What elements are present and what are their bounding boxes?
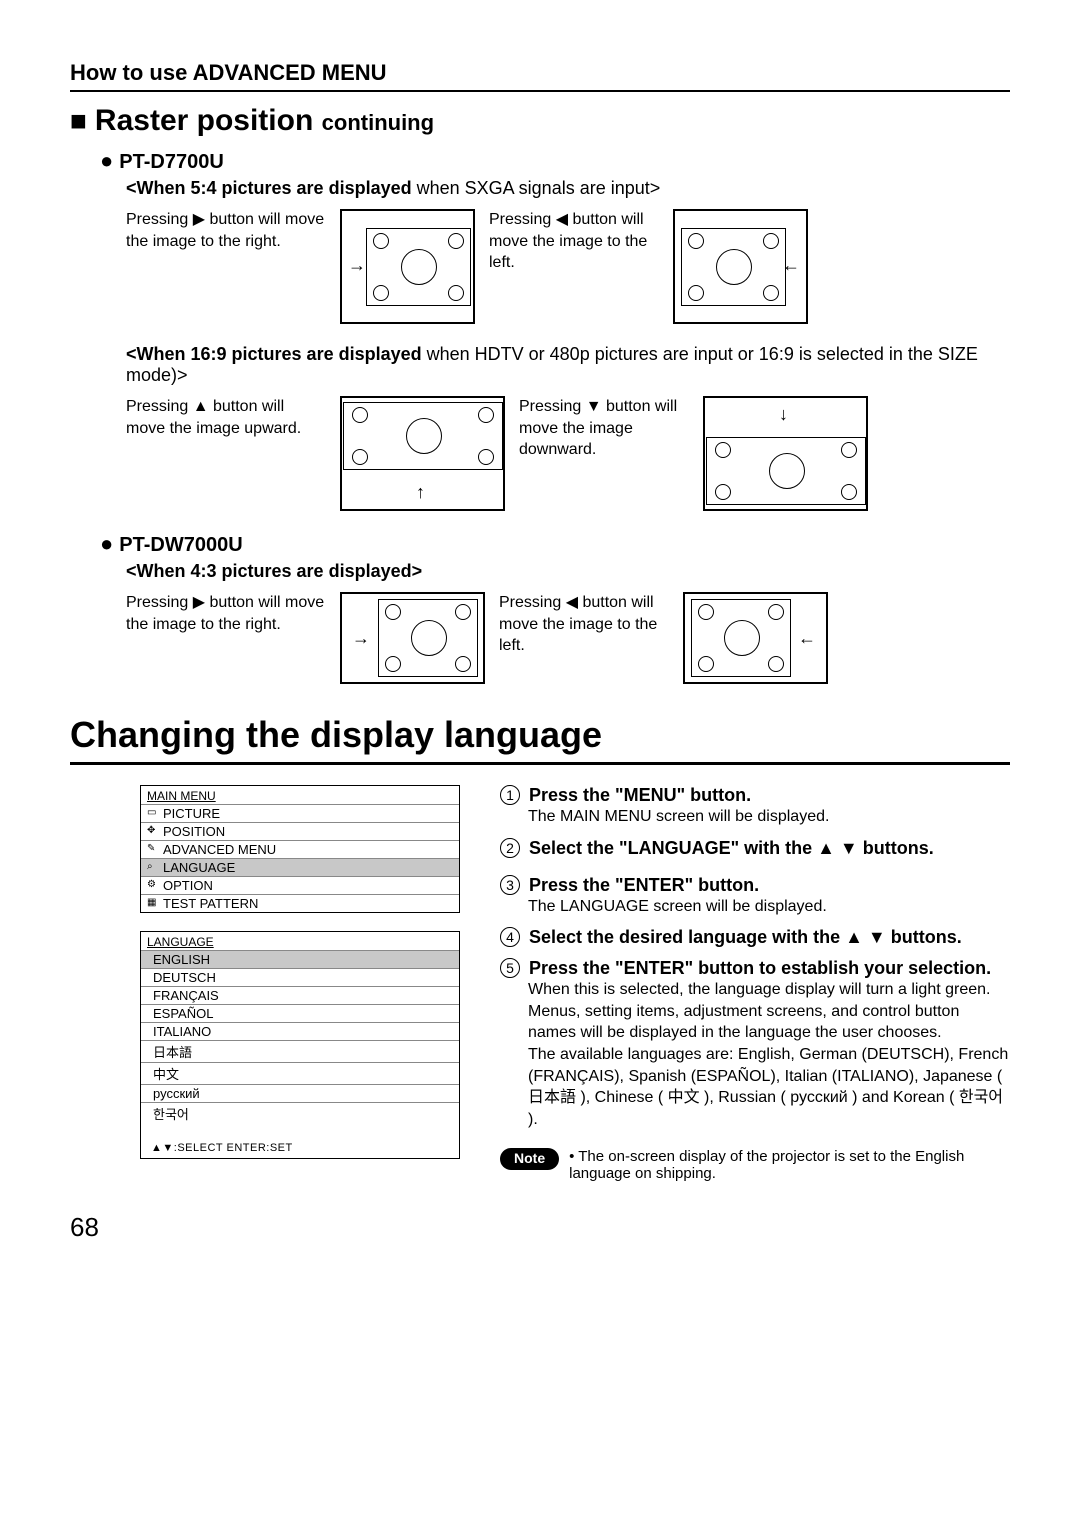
step-bold: Press the "MENU" button. xyxy=(529,785,751,805)
condition-text: <When 4:3 pictures are displayed> xyxy=(126,561,1010,582)
step-sub: When this is selected, the language disp… xyxy=(528,979,1010,1130)
section-title-text: Raster position xyxy=(95,104,313,137)
arrow-up-icon: ↑ xyxy=(416,482,425,503)
diagram-16-9-down: ↓ xyxy=(703,396,868,511)
diagram-4-3-right: → xyxy=(340,592,485,684)
note-row: Note • The on-screen display of the proj… xyxy=(500,1148,1010,1182)
page-number: 68 xyxy=(70,1212,1010,1243)
language-item: 한국어 xyxy=(141,1102,459,1124)
model-name: PT-DW7000U xyxy=(119,534,242,556)
model-heading: ● PT-DW7000U xyxy=(100,531,1010,557)
step-5: 5 Press the "ENTER" button to establish … xyxy=(500,958,1010,1130)
condition-text: <When 16:9 pictures are displayed when H… xyxy=(126,344,1010,386)
diagram-row: Pressing ▲ button will move the image up… xyxy=(126,396,1010,511)
diagram-row: Pressing ▶ button will move the image to… xyxy=(126,592,1010,684)
menu-footer: ▲▼:SELECT ENTER:SET xyxy=(141,1124,459,1158)
menu-item: ⚙OPTION xyxy=(141,876,459,894)
language-item: ITALIANO xyxy=(141,1022,459,1040)
step-3: 3 Press the "ENTER" button. The LANGUAGE… xyxy=(500,875,1010,918)
section-continuing: continuing xyxy=(322,110,434,135)
step-sub: The LANGUAGE screen will be displayed. xyxy=(528,896,1010,918)
step-bold: Select the "LANGUAGE" with the ▲ ▼ butto… xyxy=(529,838,934,858)
desc-right: Pressing ◀ button will move the image to… xyxy=(499,592,669,657)
arrow-right-icon: → xyxy=(348,255,366,276)
language-item: ESPAÑOL xyxy=(141,1004,459,1022)
main-title: Changing the display language xyxy=(70,714,1010,765)
language-item: DEUTSCH xyxy=(141,968,459,986)
cond-bold: <When 4:3 pictures are displayed> xyxy=(126,561,422,581)
square-bullet-icon: ■ xyxy=(70,105,87,136)
arrow-down-icon: ↓ xyxy=(779,404,788,425)
note-badge: Note xyxy=(500,1148,559,1170)
step-number-icon: 4 xyxy=(500,927,520,947)
arrow-left-icon: ← xyxy=(798,628,816,649)
main-menu-box: MAIN MENU ▭PICTURE✥POSITION✎ADVANCED MEN… xyxy=(140,785,460,913)
cond-bold: <When 5:4 pictures are displayed xyxy=(126,178,412,198)
language-item: 中文 xyxy=(141,1062,459,1084)
language-item: FRANÇAIS xyxy=(141,986,459,1004)
desc-right: Pressing ◀ button will move the image to… xyxy=(489,209,659,274)
menus-column: MAIN MENU ▭PICTURE✥POSITION✎ADVANCED MEN… xyxy=(140,785,460,1177)
section-title: ■ Raster position continuing xyxy=(70,104,1010,138)
menu-item-icon: ⌕ xyxy=(147,861,153,872)
menu-item-icon: ▭ xyxy=(147,807,156,818)
diagram-4-3-left: ← xyxy=(683,592,828,684)
step-4: 4 Select the desired language with the ▲… xyxy=(500,927,1010,948)
language-item: русский xyxy=(141,1084,459,1102)
model-heading: ● PT-D7700U xyxy=(100,148,1010,174)
step-1: 1 Press the "MENU" button. The MAIN MENU… xyxy=(500,785,1010,828)
step-bold: Press the "ENTER" button to establish yo… xyxy=(529,958,991,978)
menu-item: ⌕LANGUAGE xyxy=(141,858,459,876)
menu-item-icon: ✥ xyxy=(147,825,155,836)
arrow-right-icon: → xyxy=(352,628,370,649)
step-number-icon: 5 xyxy=(500,958,520,978)
language-item: 日本語 xyxy=(141,1040,459,1062)
diagram-5-4-right: → xyxy=(340,209,475,324)
cond-light: when SXGA signals are input> xyxy=(412,178,661,198)
desc-left: Pressing ▶ button will move the image to… xyxy=(126,209,326,252)
cond-bold: <When 16:9 pictures are displayed xyxy=(126,344,422,364)
language-menu-box: LANGUAGE ENGLISHDEUTSCHFRANÇAISESPAÑOLIT… xyxy=(140,931,460,1159)
bullet-icon: ● xyxy=(100,531,113,556)
bullet-icon: ● xyxy=(100,148,113,173)
menu-item: ▦TEST PATTERN xyxy=(141,894,459,912)
menu-item-icon: ✎ xyxy=(147,843,155,854)
condition-text: <When 5:4 pictures are displayed when SX… xyxy=(126,178,1010,199)
step-bold: Press the "ENTER" button. xyxy=(529,875,759,895)
step-number-icon: 3 xyxy=(500,875,520,895)
desc-right: Pressing ▼ button will move the image do… xyxy=(519,396,689,461)
main-menu-title: MAIN MENU xyxy=(141,786,459,804)
diagram-row: Pressing ▶ button will move the image to… xyxy=(126,209,1010,324)
desc-left: Pressing ▶ button will move the image to… xyxy=(126,592,326,635)
menu-item: ✎ADVANCED MENU xyxy=(141,840,459,858)
diagram-16-9-up: ↑ xyxy=(340,396,505,511)
step-2: 2 Select the "LANGUAGE" with the ▲ ▼ but… xyxy=(500,838,1010,859)
desc-left: Pressing ▲ button will move the image up… xyxy=(126,396,326,439)
note-text: • The on-screen display of the projector… xyxy=(569,1148,1010,1182)
step-sub: The MAIN MENU screen will be displayed. xyxy=(528,806,1010,828)
model-name: PT-D7700U xyxy=(119,151,224,173)
menu-item: ▭PICTURE xyxy=(141,804,459,822)
page-header: How to use ADVANCED MENU xyxy=(70,60,1010,92)
step-bold: Select the desired language with the ▲ ▼… xyxy=(529,927,962,947)
menu-item-icon: ⚙ xyxy=(147,879,156,890)
steps-column: 1 Press the "MENU" button. The MAIN MENU… xyxy=(500,785,1010,1182)
arrow-left-icon: ← xyxy=(782,255,800,276)
language-menu-title: LANGUAGE xyxy=(141,932,459,950)
language-item: ENGLISH xyxy=(141,950,459,968)
language-section: MAIN MENU ▭PICTURE✥POSITION✎ADVANCED MEN… xyxy=(70,785,1010,1182)
menu-item-icon: ▦ xyxy=(147,897,156,908)
diagram-5-4-left: ← xyxy=(673,209,808,324)
step-number-icon: 1 xyxy=(500,785,520,805)
menu-item: ✥POSITION xyxy=(141,822,459,840)
step-number-icon: 2 xyxy=(500,838,520,858)
